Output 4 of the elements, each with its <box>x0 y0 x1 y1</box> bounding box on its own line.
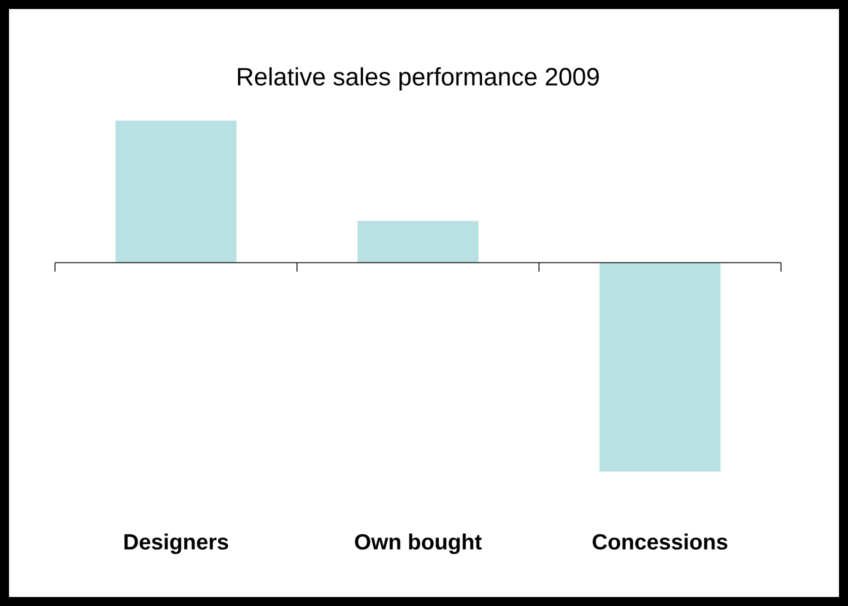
x-tick-label: Designers <box>124 533 228 554</box>
x-tick-label: Own bought <box>355 533 482 554</box>
chart-title: Relative sales performance 2009 <box>238 67 599 90</box>
x-tick-label: Concessions <box>592 533 728 550</box>
